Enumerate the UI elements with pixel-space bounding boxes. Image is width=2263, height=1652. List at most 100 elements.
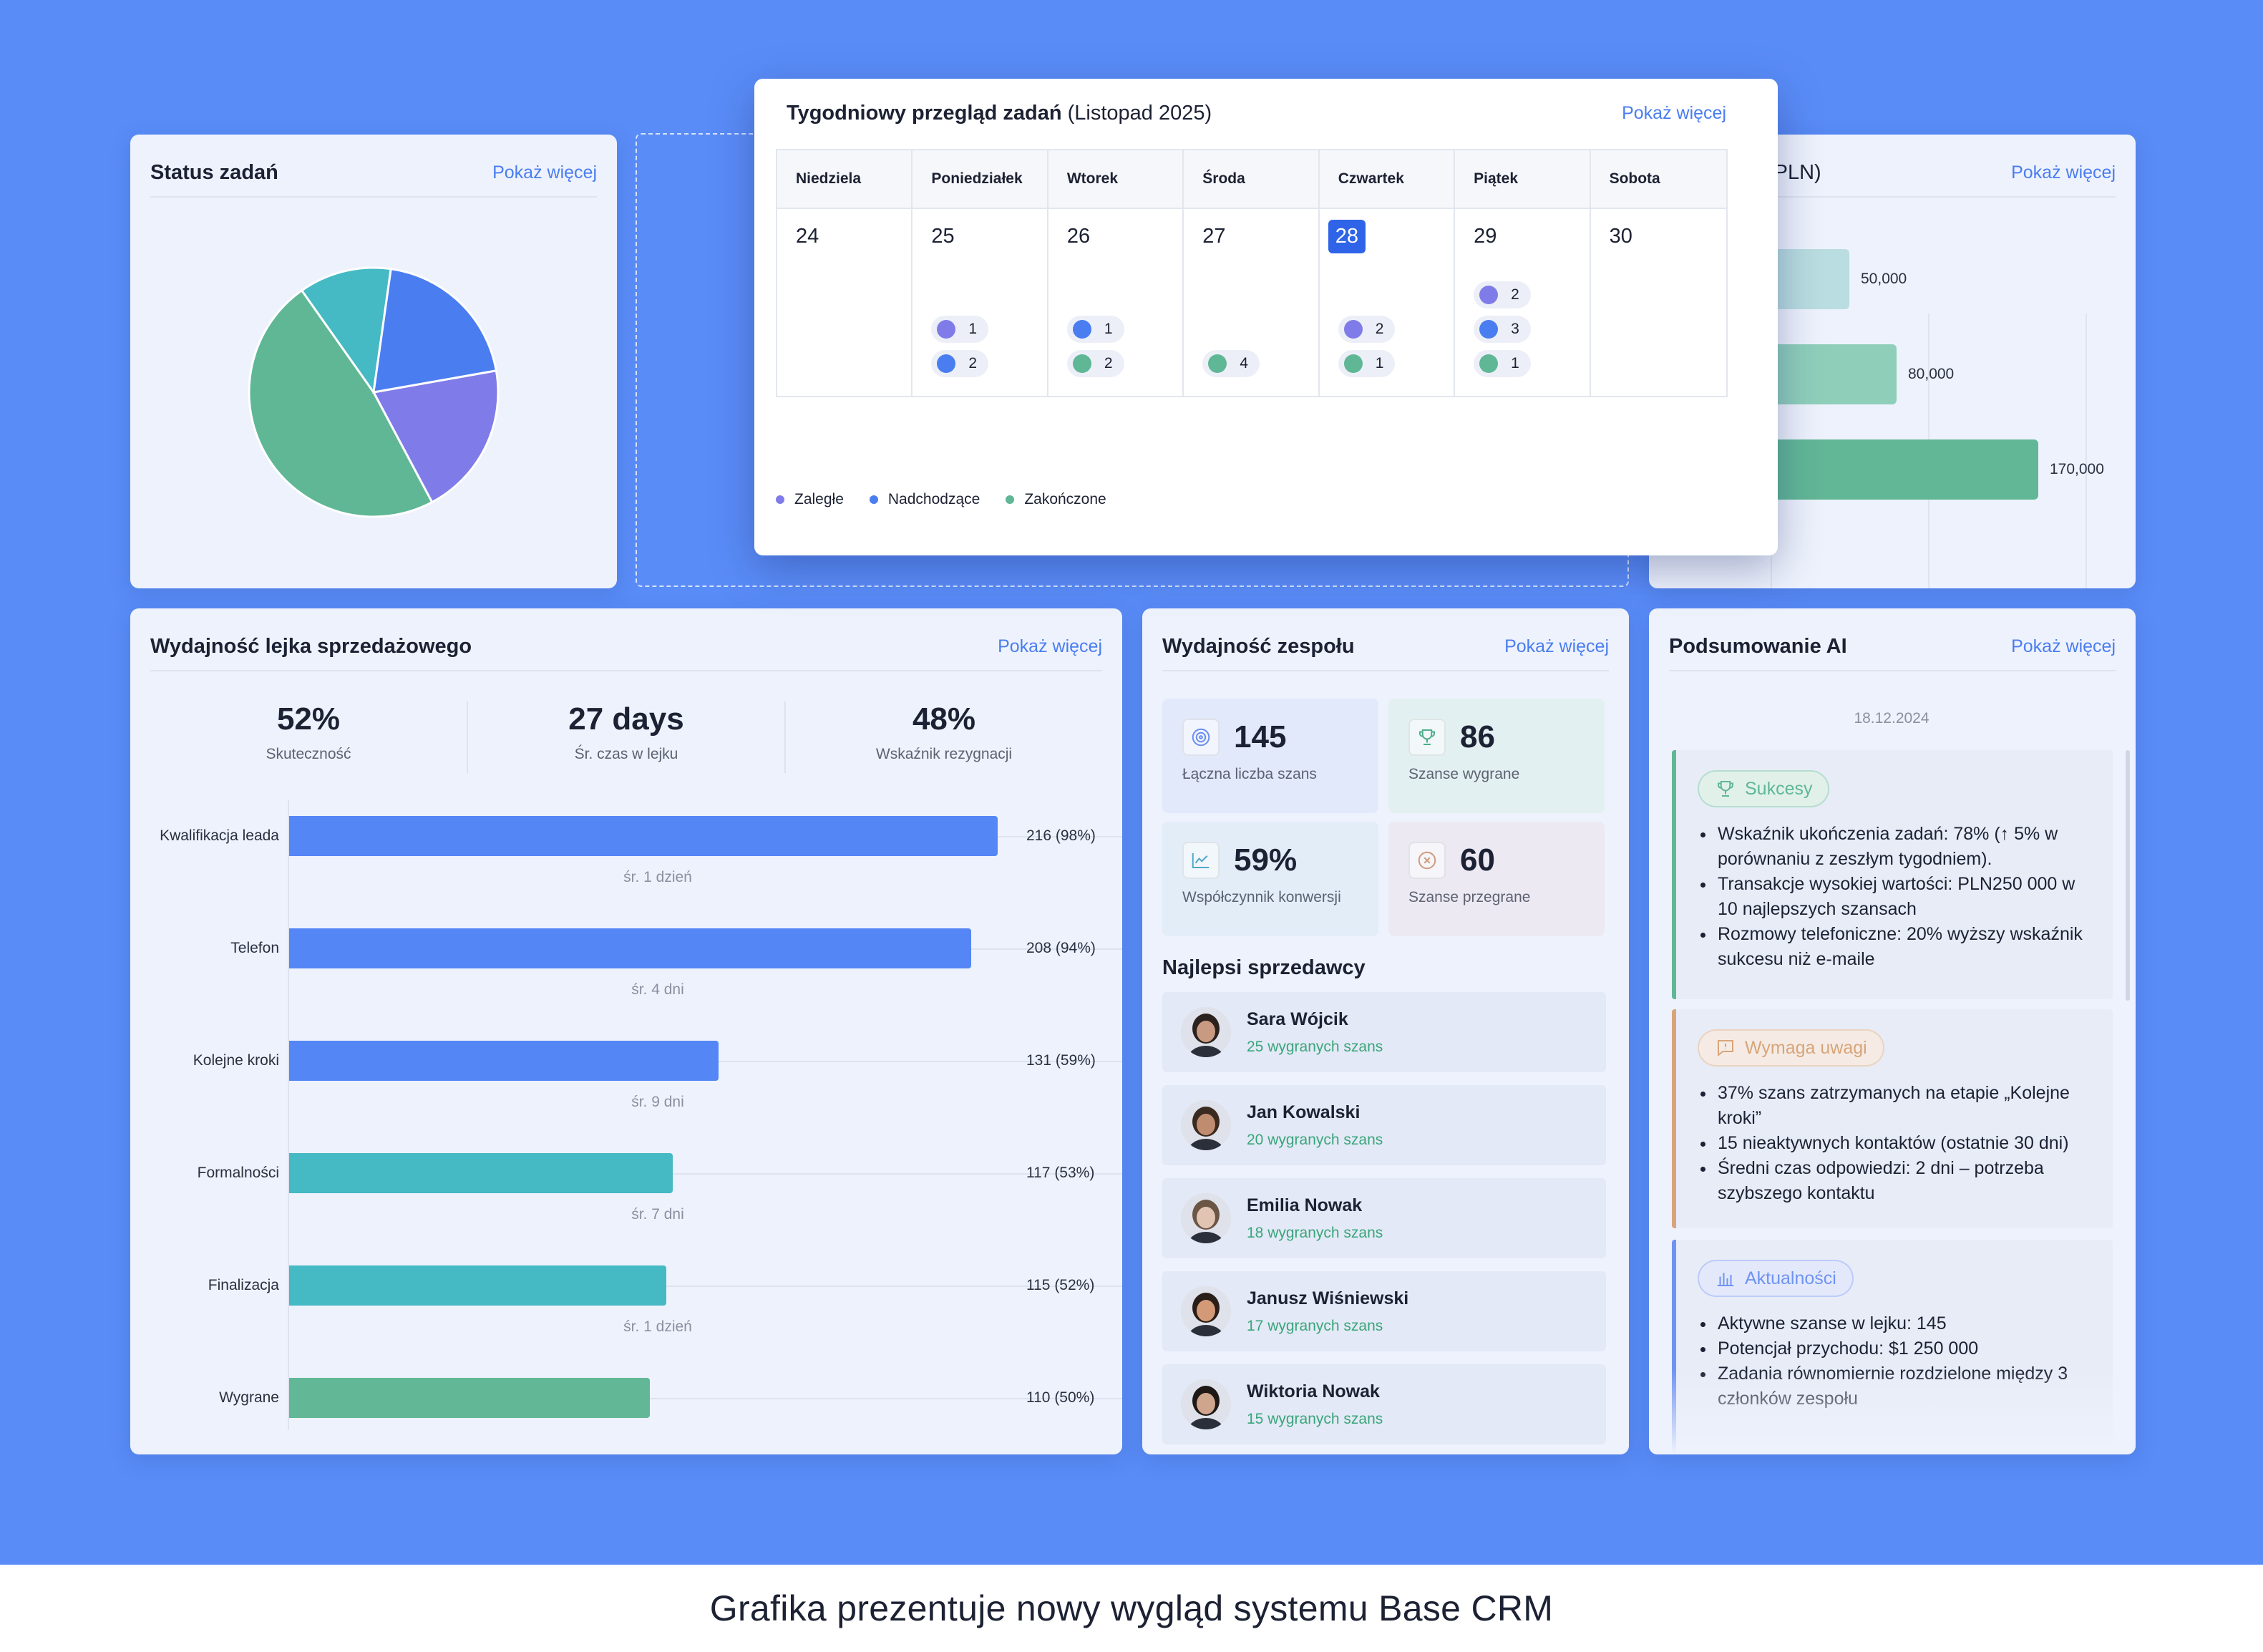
- pie-slice-zakończone[interactable]: [248, 288, 434, 518]
- seller-wins: 18 wygranych szans: [1247, 1224, 1383, 1241]
- kpi-value: 145: [1234, 719, 1287, 754]
- kpi-header: 60: [1408, 842, 1585, 879]
- seller-row[interactable]: Jan Kowalski 20 wygranych szans: [1162, 1085, 1606, 1165]
- day-cell[interactable]: 24: [777, 209, 913, 396]
- show-more-link[interactable]: Pokaż więcej: [492, 162, 597, 183]
- stage-name: Telefon: [230, 940, 279, 956]
- trophy-icon: [1718, 781, 1733, 797]
- top-sellers-title: Najlepsi sprzedawcy: [1162, 956, 1366, 979]
- day-cell[interactable]: 28 2 1: [1320, 209, 1456, 396]
- x-circle-icon: [1418, 851, 1436, 870]
- show-more-link[interactable]: Pokaż więcej: [2011, 162, 2116, 183]
- funnel-stat: 27 days Śr. czas w lejku: [468, 701, 786, 773]
- status-dot: [937, 354, 956, 373]
- stage-name: Formalności: [197, 1165, 279, 1181]
- day-header: Wtorek: [1048, 150, 1184, 209]
- legend-dot: [1006, 495, 1015, 504]
- weekly-tasks-modal[interactable]: Tygodniowy przegląd zadań (Listopad 2025…: [754, 79, 1778, 555]
- seller-row[interactable]: Wiktoria Nowak 15 wygranych szans: [1162, 1364, 1606, 1444]
- task-count-badge[interactable]: 2: [1474, 281, 1531, 308]
- section-chip: Wymaga uwagi: [1698, 1029, 1884, 1066]
- stage-avg-time: śr. 1 dzień: [623, 1318, 692, 1335]
- day-header: Poniedziałek: [912, 150, 1048, 209]
- stage-value: 216 (98%): [1026, 827, 1096, 844]
- stat-label: Skuteczność: [266, 746, 351, 762]
- pie-slice-zaległe[interactable]: [371, 369, 500, 504]
- stage-name: Wygrane: [219, 1389, 279, 1406]
- pie-slice-do-wykonania-dzisiaj[interactable]: [372, 267, 498, 394]
- task-count-badge[interactable]: 3: [1474, 316, 1531, 343]
- stat-value: 27 days: [568, 701, 684, 737]
- funnel-bar[interactable]: [289, 1265, 667, 1306]
- bar-guide-line: [719, 1061, 1122, 1062]
- stage-value: 117 (53%): [1026, 1165, 1095, 1181]
- task-count-badge[interactable]: 1: [1066, 316, 1124, 343]
- revenue-bar[interactable]: [1771, 439, 2038, 500]
- card-header: Wydajność zespołu Pokaż więcej: [1162, 623, 1609, 671]
- task-count-badge[interactable]: 2: [931, 350, 989, 377]
- seller-row[interactable]: Emilia Nowak 18 wygranych szans: [1162, 1178, 1606, 1258]
- bar-guide-line: [971, 948, 1122, 950]
- avatar: [1181, 1100, 1231, 1150]
- day-number: 25: [931, 225, 955, 248]
- status-dot: [1479, 354, 1499, 373]
- calendar-legend: Zaległe Nadchodzące Zakończone: [776, 491, 1106, 508]
- day-cell[interactable]: 30: [1591, 209, 1726, 396]
- kpi-icon-box: [1408, 842, 1446, 879]
- status-dot: [937, 320, 956, 339]
- stage-value: 110 (50%): [1026, 1389, 1095, 1406]
- funnel-bar[interactable]: [289, 1378, 651, 1418]
- task-count-badge[interactable]: 2: [1338, 316, 1396, 343]
- show-more-link[interactable]: Pokaż więcej: [998, 636, 1102, 656]
- day-cell[interactable]: 26 1 2: [1048, 209, 1184, 396]
- scrollbar[interactable]: [2126, 750, 2130, 1001]
- status-dot: [1343, 354, 1363, 373]
- day-cell[interactable]: 29 2 3 1: [1455, 209, 1591, 396]
- task-count-badge[interactable]: 1: [1474, 350, 1531, 377]
- card-header: Podsumowanie AI Pokaż więcej: [1669, 623, 2116, 671]
- dashboard-background: Status zadań Pokaż więcej Zaległe: 5 (20…: [0, 0, 2263, 1565]
- task-count-badge[interactable]: 1: [1338, 350, 1396, 377]
- revenue-bar[interactable]: [1771, 249, 1849, 309]
- modal-title: Tygodniowy przegląd zadań (Listopad 2025…: [787, 102, 1212, 125]
- day-cell[interactable]: 27 4: [1184, 209, 1320, 396]
- legend-dot: [869, 495, 878, 504]
- legend-dot: [776, 495, 784, 504]
- status-dot: [1479, 286, 1499, 304]
- revenue-bar-label: 170,000: [2050, 461, 2104, 477]
- team-kpi-tile: 86 Szanse wygrane: [1388, 699, 1605, 813]
- show-more-link[interactable]: Pokaż więcej: [2011, 636, 2116, 656]
- seller-wins: 25 wygranych szans: [1247, 1038, 1383, 1055]
- section-chip: Aktualności: [1698, 1260, 1854, 1297]
- status-dot: [1072, 354, 1091, 373]
- funnel-bar[interactable]: [289, 1041, 719, 1081]
- section-chip: Sukcesy: [1698, 770, 1830, 807]
- pie-slice-nadchodzące[interactable]: [300, 266, 392, 395]
- bullet-item: 37% szans zatrzymanych na etapie „Kolejn…: [1698, 1081, 2094, 1131]
- kpi-header: 145: [1182, 719, 1358, 756]
- funnel-bar[interactable]: [289, 816, 998, 856]
- seller-row[interactable]: Janusz Wiśniewski 17 wygranych szans: [1162, 1271, 1606, 1351]
- stage-value: 131 (59%): [1026, 1052, 1096, 1069]
- day-cell[interactable]: 25 1 2: [912, 209, 1048, 396]
- ai-summary-card: Podsumowanie AI Pokaż więcej 18.12.2024 …: [1649, 608, 2136, 1454]
- funnel-bar[interactable]: [289, 928, 972, 968]
- team-kpi-tile: 145 Łączna liczba szans: [1162, 699, 1378, 813]
- funnel-bar[interactable]: [289, 1153, 673, 1193]
- revenue-bar[interactable]: [1771, 344, 1897, 404]
- stage-avg-time: śr. 9 dni: [631, 1094, 684, 1110]
- seller-row[interactable]: Sara Wójcik 25 wygranych szans: [1162, 992, 1606, 1072]
- task-count-badge[interactable]: 2: [1066, 350, 1124, 377]
- day-header: Piątek: [1455, 150, 1591, 209]
- section-chip-label: Wymaga uwagi: [1745, 1037, 1867, 1058]
- legend-label: Zaległe: [794, 491, 844, 507]
- show-more-link[interactable]: Pokaż więcej: [1622, 103, 1726, 123]
- stage-name: Kwalifikacja leada: [160, 827, 279, 844]
- alert-message-icon: [1718, 1040, 1733, 1057]
- task-count-badge[interactable]: 4: [1202, 350, 1260, 377]
- kpi-icon-box: [1408, 719, 1446, 756]
- day-number: 24: [796, 225, 819, 248]
- show-more-link[interactable]: Pokaż więcej: [1504, 636, 1609, 656]
- task-count-badge[interactable]: 1: [931, 316, 989, 343]
